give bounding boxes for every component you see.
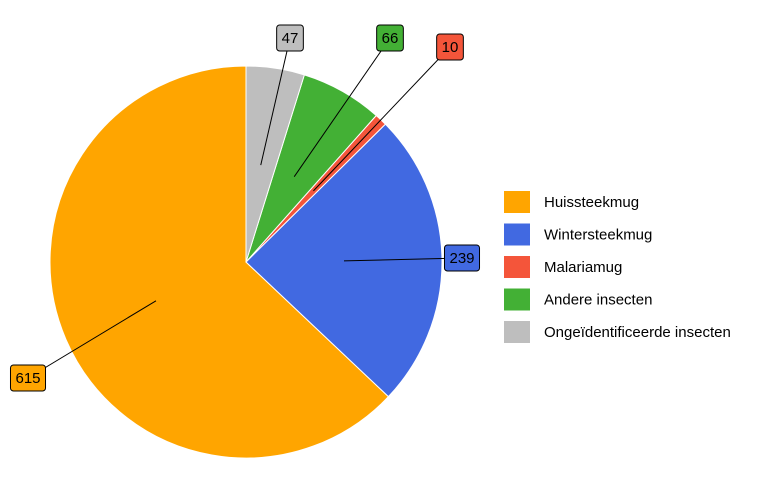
label-box bbox=[443, 244, 481, 272]
label-box bbox=[276, 24, 304, 52]
leader-line bbox=[293, 37, 391, 177]
label-box bbox=[9, 364, 47, 392]
value-label-text: 66 bbox=[382, 30, 399, 47]
legend-key bbox=[504, 256, 530, 278]
legend-key bbox=[504, 223, 530, 246]
legend-label: Andere insecten bbox=[544, 291, 652, 308]
value-label: 615 bbox=[9, 364, 47, 392]
pie-slice bbox=[245, 65, 305, 263]
legend-key bbox=[504, 288, 530, 311]
legend-key bbox=[504, 191, 530, 213]
legend-key bbox=[504, 321, 530, 343]
legend-label: Wintersteekmug bbox=[544, 226, 652, 243]
value-label-text: 615 bbox=[15, 370, 40, 387]
legend-label: Malariamug bbox=[544, 259, 622, 276]
leader-line bbox=[313, 46, 451, 192]
value-label: 47 bbox=[276, 24, 304, 52]
leader-line bbox=[27, 300, 157, 379]
legend-label: Huissteekmug bbox=[544, 194, 639, 211]
pie-slice bbox=[49, 65, 390, 459]
leader-line bbox=[260, 37, 291, 166]
value-label: 239 bbox=[443, 244, 481, 272]
value-label-text: 239 bbox=[449, 250, 474, 267]
value-label-text: 10 bbox=[442, 39, 459, 56]
label-box bbox=[376, 24, 404, 52]
value-label: 10 bbox=[436, 33, 464, 61]
label-box bbox=[436, 33, 464, 61]
leader-line bbox=[343, 257, 463, 262]
legend-label: Ongeïdentificeerde insecten bbox=[544, 324, 731, 341]
value-label: 66 bbox=[376, 24, 404, 52]
value-label-text: 47 bbox=[282, 30, 299, 47]
